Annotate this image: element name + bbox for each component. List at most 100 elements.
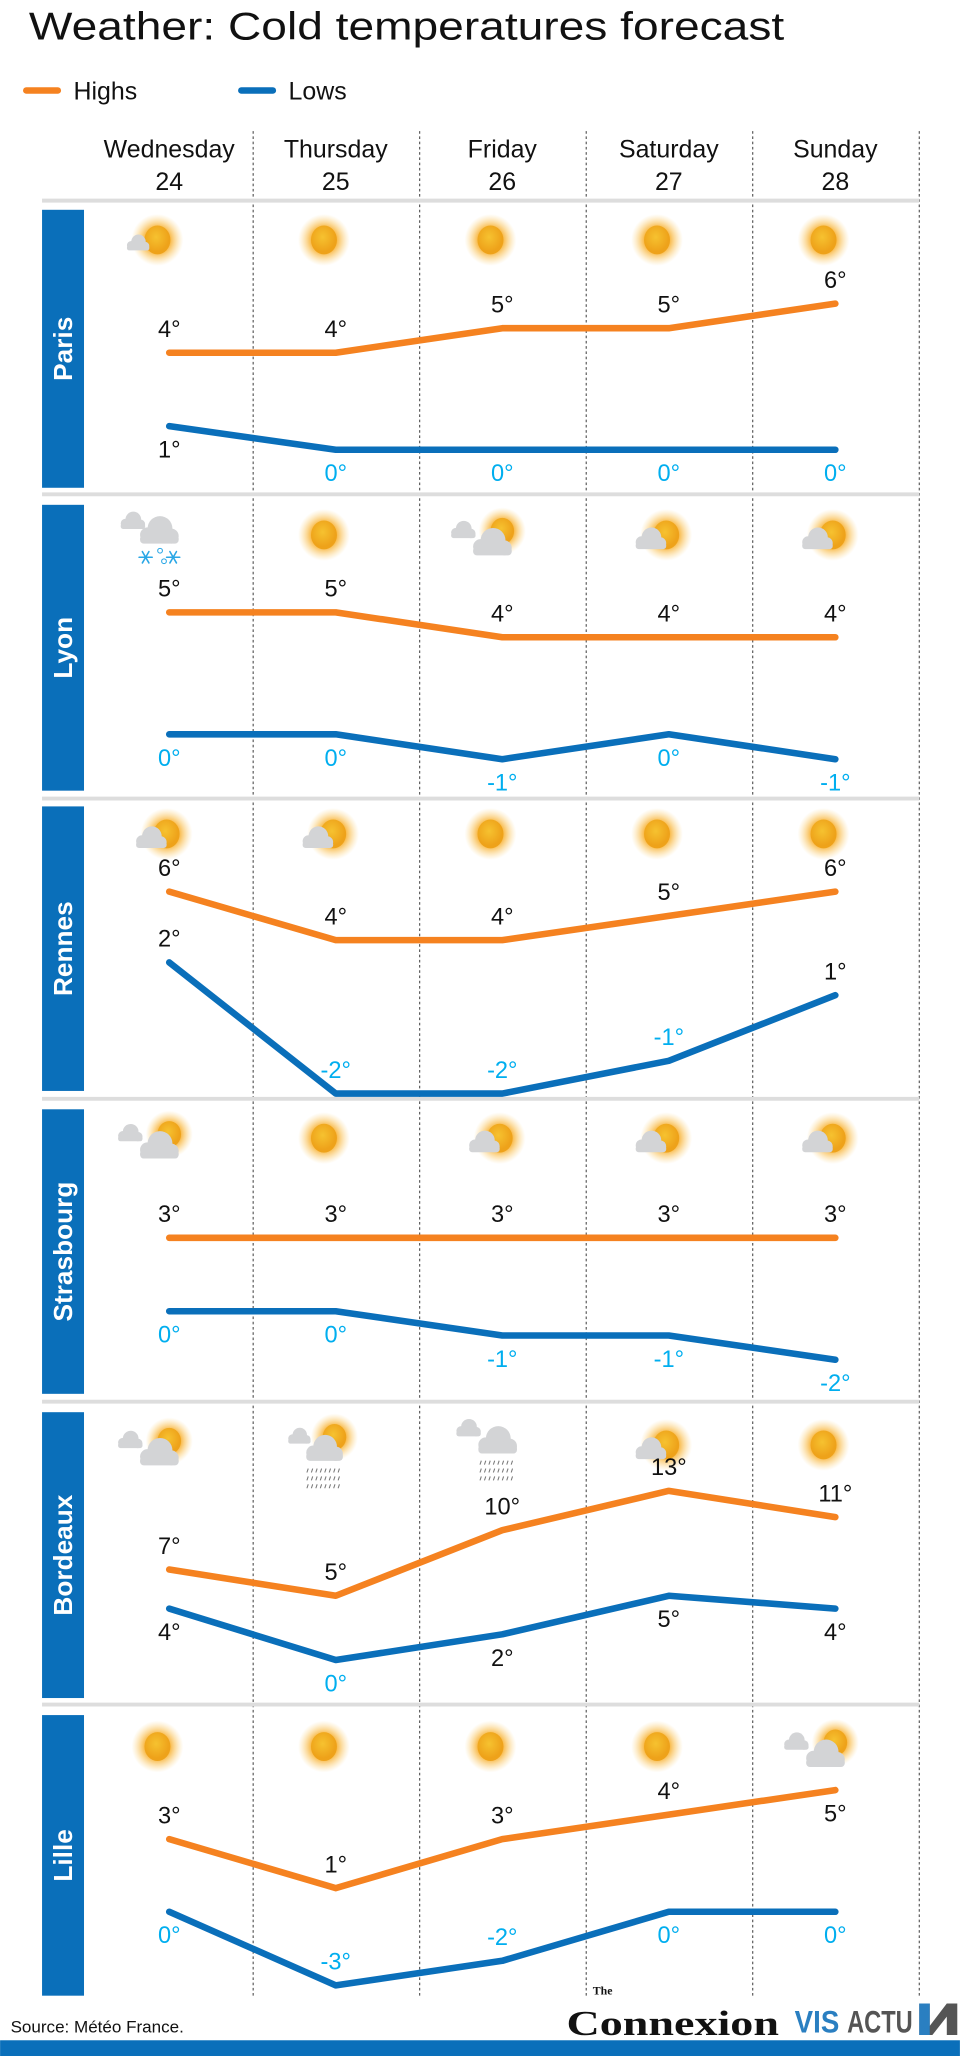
high-temp-label: 7° — [158, 1534, 181, 1560]
rain-drop — [492, 1476, 496, 1481]
low-temp-label: 0° — [824, 461, 847, 487]
low-temp-label: 0° — [158, 746, 181, 772]
sun-weather-icon — [464, 213, 517, 266]
sun-disc — [477, 1732, 504, 1761]
low-temp-label: 1° — [824, 959, 847, 985]
clouds-sun-weather-icon — [784, 1719, 859, 1767]
cloud-base — [306, 1452, 343, 1461]
day-date: 27 — [655, 168, 683, 196]
cloud-shape — [306, 1434, 343, 1461]
high-temp-label: 5° — [824, 1802, 847, 1828]
snow-weather-icon — [120, 511, 181, 565]
rain-drop — [501, 1476, 505, 1481]
rain-drop — [510, 1476, 514, 1481]
sun-disc — [810, 1430, 837, 1460]
panel-bordeaux: Bordeaux 7° 5° 10° 13° 11° 4° 0° 2° 5° 4° — [42, 1412, 852, 1699]
lows-line — [165, 959, 839, 1097]
rain-drop — [479, 1468, 482, 1473]
cloud-sun-weather-icon — [635, 1419, 693, 1471]
low-temp-label: -1° — [487, 771, 517, 797]
high-temp-label: 5° — [158, 577, 181, 603]
city-name: Lyon — [48, 617, 78, 679]
low-temp-label: 4° — [158, 1620, 181, 1646]
sun-disc — [310, 1123, 337, 1153]
city-bar — [42, 209, 85, 488]
rain-drop — [501, 1460, 505, 1465]
sun-weather-icon — [797, 1419, 850, 1471]
highs-line — [165, 1487, 839, 1600]
high-temp-label: 4° — [824, 602, 847, 628]
clouds-sun-weather-icon — [118, 1110, 193, 1159]
high-temp-label: 5° — [324, 577, 347, 603]
highs-line — [165, 609, 839, 641]
city-bar — [42, 1412, 85, 1699]
cloud-shape — [635, 527, 667, 550]
rain-drop — [310, 1484, 314, 1489]
rain-drop — [310, 1468, 314, 1473]
cloud-shape — [456, 1419, 481, 1437]
low-temp-label: 0° — [658, 1923, 681, 1949]
sleet-dot — [161, 558, 167, 565]
rain-drop — [479, 1460, 482, 1465]
rain-weather-icon — [456, 1419, 517, 1481]
lows-line — [165, 1307, 839, 1364]
rain-drop — [483, 1460, 487, 1465]
day-date: 28 — [821, 168, 849, 196]
cloud-base — [802, 1145, 833, 1153]
panel-lille: Lille 3° 1° 3° 4° 5° 0° -3° -2° 0° 0° — [42, 1715, 859, 1996]
sun-disc — [477, 225, 504, 255]
cloud-shape — [635, 1437, 667, 1460]
cloud-base — [456, 1430, 481, 1437]
cloud-shape — [126, 234, 150, 251]
low-temp-label: -2° — [321, 1058, 351, 1084]
low-temp-label: 0° — [658, 746, 681, 772]
sun-weather-icon — [631, 1720, 683, 1773]
cloud-shape — [478, 1426, 517, 1454]
city-name: Bordeaux — [48, 1494, 78, 1615]
cloud-shape — [802, 527, 833, 550]
low-temp-label: 0° — [324, 1323, 347, 1349]
rain-drop — [497, 1468, 500, 1473]
city-bar — [42, 806, 85, 1091]
cloud-shape — [635, 1130, 667, 1153]
cloud-shape — [469, 1130, 500, 1153]
high-temp-label: 5° — [658, 292, 681, 318]
rain-drop — [497, 1476, 500, 1481]
cloud-sun-weather-icon — [469, 1112, 526, 1165]
city-name: Lille — [48, 1829, 78, 1881]
cloud-shape — [288, 1427, 311, 1444]
rain-sun-weather-icon — [288, 1413, 359, 1489]
cloud-shape — [118, 1430, 143, 1449]
city-bar — [42, 504, 85, 791]
sun-disc — [310, 1732, 337, 1761]
cloud-base — [118, 1442, 143, 1449]
day-date: 24 — [155, 168, 183, 196]
high-temp-label: 3° — [658, 1202, 681, 1228]
cloud-base — [473, 546, 512, 556]
sun-disc — [810, 225, 837, 255]
visactu-logo-actu: ACTU — [847, 2004, 913, 2039]
lows-line — [165, 1592, 839, 1664]
legend-highs-label: Highs — [74, 78, 138, 106]
cloud-base — [136, 841, 167, 849]
sun-disc — [810, 819, 837, 849]
rain-drop — [337, 1468, 340, 1473]
footer-bar — [0, 2040, 960, 2056]
low-temp-label: 0° — [324, 746, 347, 772]
cloud-base — [635, 1145, 667, 1153]
sun-weather-icon — [298, 1720, 350, 1773]
high-temp-label: 4° — [658, 602, 681, 628]
city-bar — [42, 1715, 85, 1996]
cloud-base — [451, 532, 476, 539]
sun-small-cloud-weather-icon — [126, 213, 184, 266]
cloud-base — [126, 245, 150, 251]
low-temp-label: 2° — [158, 927, 181, 953]
clouds-sun-weather-icon — [451, 507, 526, 556]
sun-disc — [310, 520, 337, 550]
high-temp-label: 10° — [484, 1494, 520, 1520]
panel-rennes: Rennes 6° 4° 4° 5° 6° 2° -2° -2° -1° 1° — [42, 806, 850, 1097]
cloud-shape — [802, 1130, 833, 1153]
low-temp-label: -1° — [487, 1347, 517, 1373]
sun-disc — [644, 225, 670, 255]
rain-drop — [319, 1468, 323, 1473]
